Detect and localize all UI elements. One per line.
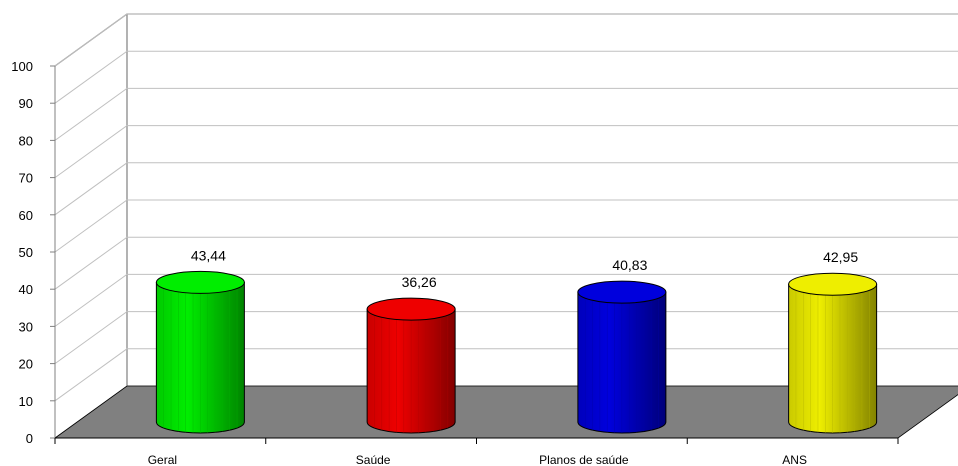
data-label: 43,44 <box>191 247 226 263</box>
data-label: 40,83 <box>612 257 647 273</box>
data-labels: 43,44 36,26 40,83 42,95 <box>191 247 858 290</box>
y-tick-label: 10 <box>19 394 33 409</box>
bar-top <box>577 280 667 304</box>
gridline <box>54 273 958 327</box>
gridline <box>54 162 958 216</box>
bar-geral <box>155 270 245 434</box>
y-tick-label: 90 <box>19 96 33 111</box>
gridline <box>54 125 958 179</box>
x-tick-label: Geral <box>148 453 177 466</box>
bar-planos-de-saúde <box>577 280 667 434</box>
y-tick-label: 50 <box>19 245 33 260</box>
y-axis: 0 10 20 30 40 50 60 70 80 90 100 <box>11 59 56 446</box>
x-tick-label: Saúde <box>356 453 391 466</box>
gridline <box>54 236 958 290</box>
bar-top <box>788 272 878 296</box>
x-axis: Geral Saúde Planos de saúde ANS <box>54 437 899 466</box>
y-tick-label: 70 <box>19 171 33 186</box>
data-label: 36,26 <box>402 274 437 290</box>
bar-top <box>366 297 456 321</box>
y-tick-label: 100 <box>11 59 33 74</box>
y-tick-label: 60 <box>19 208 33 223</box>
x-tick-label: ANS <box>782 453 807 466</box>
gridline <box>54 13 958 67</box>
bars <box>155 270 878 434</box>
gridline <box>54 199 958 253</box>
bar-ans <box>788 272 878 434</box>
bar-top <box>155 270 245 294</box>
gridline <box>54 348 958 402</box>
y-tick-label: 80 <box>19 133 33 148</box>
x-tick-label: Planos de saúde <box>539 453 629 466</box>
bar-saúde <box>366 297 456 434</box>
gridline <box>54 311 958 365</box>
gridline <box>54 50 958 104</box>
data-label: 42,95 <box>823 249 858 265</box>
gridline <box>54 87 958 141</box>
y-tick-label: 0 <box>26 431 33 446</box>
y-tick-label: 30 <box>19 319 33 334</box>
y-tick-label: 20 <box>19 357 33 372</box>
y-tick-label: 40 <box>19 282 33 297</box>
